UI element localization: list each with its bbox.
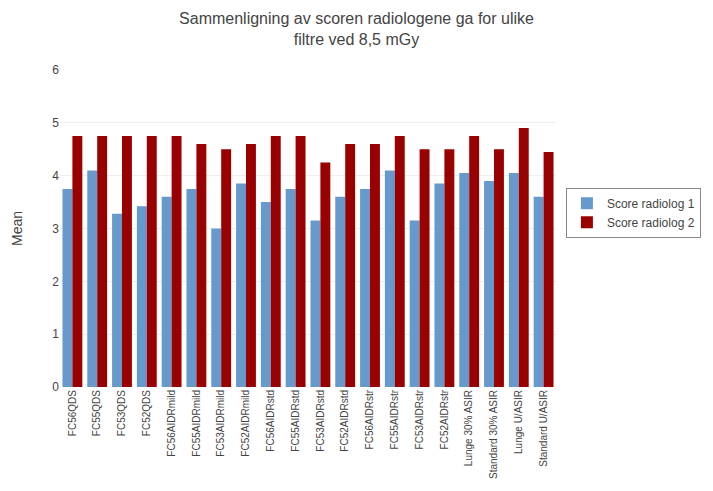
svg-text:FC53QDS: FC53QDS	[116, 390, 127, 436]
svg-text:Lunge U/ASIR: Lunge U/ASIR	[513, 390, 524, 454]
svg-text:FC55AIDRmild: FC55AIDRmild	[191, 390, 202, 457]
svg-text:Standard U/ASIR: Standard U/ASIR	[538, 390, 549, 467]
svg-text:3: 3	[52, 222, 59, 236]
svg-text:FC56AIDRmild: FC56AIDRmild	[166, 390, 177, 457]
svg-text:Mean: Mean	[9, 211, 25, 246]
svg-text:6: 6	[52, 63, 59, 77]
svg-text:Score radiolog 1: Score radiolog 1	[607, 197, 695, 211]
svg-text:FC53AIDRstr: FC53AIDRstr	[414, 389, 425, 449]
svg-text:Lunge 30% ASIR: Lunge 30% ASIR	[463, 390, 474, 466]
svg-text:Standard 30% ASIR: Standard 30% ASIR	[488, 390, 499, 479]
svg-text:FC55QDS: FC55QDS	[91, 390, 102, 436]
svg-text:FC56QDS: FC56QDS	[67, 390, 78, 436]
svg-text:0: 0	[52, 380, 59, 394]
svg-text:FC52QDS: FC52QDS	[141, 390, 152, 436]
svg-text:FC56AIDRstd: FC56AIDRstd	[265, 390, 276, 452]
svg-text:FC52AIDRmild: FC52AIDRmild	[240, 390, 251, 457]
svg-text:1: 1	[52, 327, 59, 341]
svg-text:Score radiolog 2: Score radiolog 2	[607, 216, 695, 230]
svg-text:2: 2	[52, 275, 59, 289]
svg-text:FC53AIDRstd: FC53AIDRstd	[315, 390, 326, 452]
svg-text:FC53AIDRmild: FC53AIDRmild	[215, 390, 226, 457]
svg-text:FC52AIDRstd: FC52AIDRstd	[339, 390, 350, 452]
svg-text:5: 5	[52, 116, 59, 130]
svg-text:4: 4	[52, 169, 59, 183]
svg-text:FC55AIDRstr: FC55AIDRstr	[389, 389, 400, 449]
svg-text:FC56AIDRstr: FC56AIDRstr	[364, 389, 375, 449]
svg-text:FC55AIDRstd: FC55AIDRstd	[290, 390, 301, 452]
svg-text:Sammenligning av scoren radiol: Sammenligning av scoren radiologene ga f…	[179, 10, 534, 48]
svg-text:FC52AIDRstr: FC52AIDRstr	[439, 389, 450, 449]
